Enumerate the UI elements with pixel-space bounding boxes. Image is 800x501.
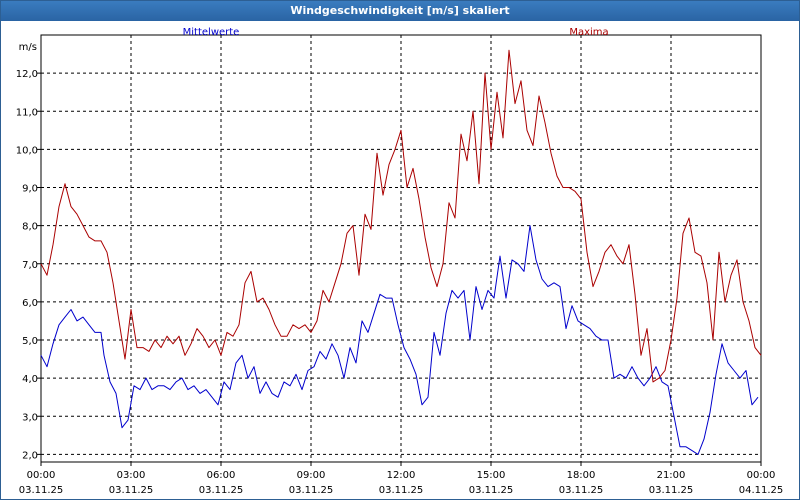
x-tick-date: 03.11.25: [469, 485, 514, 496]
y-tick-label: 11,0: [16, 107, 38, 118]
y-tick-label: 12,0: [16, 69, 38, 80]
x-tick-date: 03.11.25: [19, 485, 64, 496]
chart-series: [40, 49, 762, 455]
series-line-maxima: [40, 49, 762, 383]
y-tick-label: 9,0: [22, 184, 38, 195]
x-tick-date: 03.11.25: [649, 485, 694, 496]
legend-mittelwerte: Mittelwerte: [183, 27, 240, 38]
y-tick-label: 8,0: [22, 222, 38, 233]
x-tick-time: 21:00: [657, 470, 686, 481]
y-tick-label: 7,0: [22, 260, 38, 271]
y-tick-label: 4,0: [22, 374, 38, 385]
y-tick-label: 6,0: [22, 298, 38, 309]
window-title: Windgeschwindigkeit [m/s] skaliert: [1, 1, 799, 21]
x-tick-time: 15:00: [477, 470, 506, 481]
x-tick-date: 04.11.25: [739, 485, 784, 496]
x-tick-time: 18:00: [567, 470, 596, 481]
x-axis: 00:00 03.11.25 03:00 03.11.25 06:00 03.11.25 0…: [19, 462, 784, 496]
y-tick-label: 2,0: [22, 450, 38, 461]
legend-maxima: Maxima: [569, 27, 608, 38]
x-tick-time: 00:00: [27, 470, 56, 481]
x-tick-date: 03.11.25: [109, 485, 154, 496]
x-tick-time: 00:00: [747, 470, 776, 481]
chart-grid: [41, 35, 761, 462]
x-tick-time: 12:00: [387, 470, 416, 481]
x-tick-date: 03.11.25: [379, 485, 424, 496]
x-tick-date: 03.11.25: [199, 485, 244, 496]
x-tick-time: 09:00: [297, 470, 326, 481]
y-axis: 2,0 3,0 4,0 5,0 6,0 7,0 8,0 9,0 10,0 11,0 12,0: [16, 69, 41, 461]
x-tick-date: 03.11.25: [289, 485, 334, 496]
x-tick-time: 03:00: [117, 470, 146, 481]
x-tick-time: 06:00: [207, 470, 236, 481]
y-tick-label: 10,0: [16, 145, 38, 156]
y-axis-label: m/s: [19, 42, 37, 53]
y-tick-label: 5,0: [22, 336, 38, 347]
series-line-mittelwerte: [40, 225, 759, 455]
y-tick-label: 3,0: [22, 412, 38, 423]
x-tick-date: 03.11.25: [559, 485, 604, 496]
